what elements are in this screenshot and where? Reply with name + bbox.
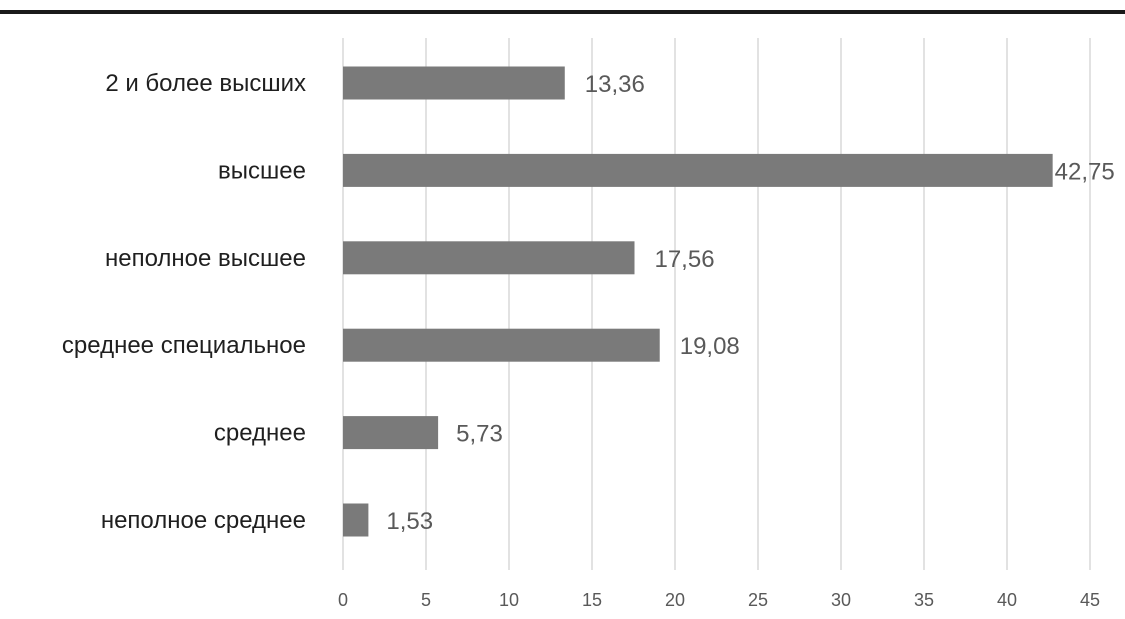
bar-4	[343, 416, 439, 450]
data-labels: 13,36 42,75 17,56 19,08 5,73 1,53	[386, 71, 1114, 535]
x-axis-tick-labels: 0 5 10 15 20 25 30 35 40 45	[338, 590, 1100, 610]
x-tick-label-15: 15	[582, 590, 602, 610]
bars	[343, 66, 1053, 537]
bar-3	[343, 328, 660, 362]
x-tick-label-45: 45	[1080, 590, 1100, 610]
data-label-1: 42,75	[1055, 158, 1115, 185]
x-tick-label-25: 25	[748, 590, 768, 610]
category-label-5: неполное среднее	[101, 507, 306, 534]
x-tick-label-35: 35	[914, 590, 934, 610]
top-border-line	[0, 10, 1125, 14]
category-labels: 2 и более высших высшее неполное высшее сре…	[62, 70, 306, 534]
category-label-3: среднее специальное	[62, 332, 306, 359]
bar-0	[343, 66, 565, 100]
bar-1	[343, 153, 1053, 187]
data-label-3: 19,08	[680, 333, 740, 360]
bar-5	[343, 503, 369, 537]
bar-2	[343, 241, 635, 275]
data-label-4: 5,73	[456, 421, 503, 448]
gridlines	[342, 38, 1091, 570]
data-label-2: 17,56	[654, 246, 714, 273]
data-label-5: 1,53	[386, 508, 433, 535]
x-tick-label-0: 0	[338, 590, 348, 610]
category-label-0: 2 и более высших	[105, 70, 306, 97]
category-label-4: среднее	[214, 420, 306, 447]
category-label-2: неполное высшее	[105, 245, 306, 272]
x-tick-label-20: 20	[665, 590, 685, 610]
x-tick-label-30: 30	[831, 590, 851, 610]
data-label-0: 13,36	[585, 71, 645, 98]
x-tick-label-40: 40	[997, 590, 1017, 610]
category-label-1: высшее	[218, 157, 306, 184]
x-tick-label-10: 10	[499, 590, 519, 610]
x-tick-label-5: 5	[421, 590, 431, 610]
